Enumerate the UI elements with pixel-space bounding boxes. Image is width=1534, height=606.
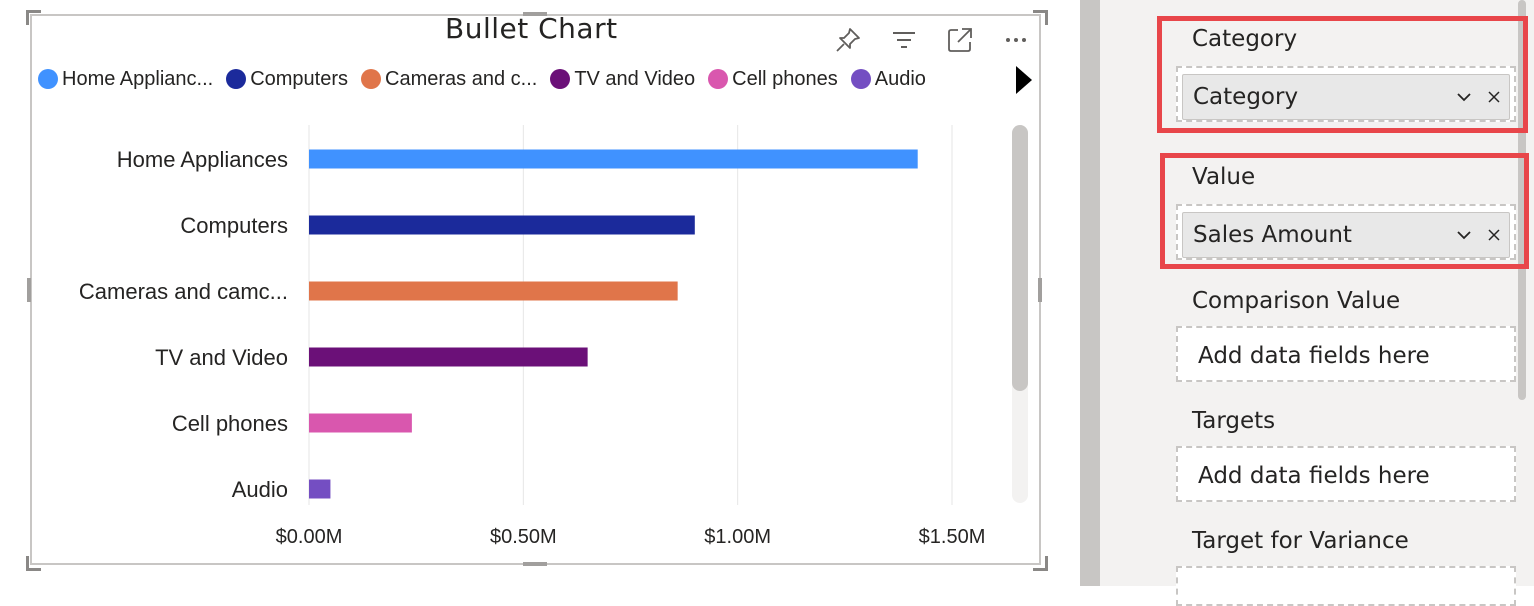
legend-color-dot	[708, 69, 729, 89]
resize-handle-right[interactable]	[1038, 278, 1042, 302]
bullet-chart-visual[interactable]	[30, 14, 1041, 565]
resize-handle-bottom[interactable]	[523, 562, 547, 566]
comparison-value-well-label: Comparison Value	[1192, 288, 1401, 314]
legend-color-dot	[850, 69, 871, 89]
category-well-label: Category	[1192, 26, 1298, 52]
chart-legend: Home Applianc... Computers Cameras and c..…	[38, 66, 939, 92]
pin-icon[interactable]	[834, 26, 862, 54]
chevron-down-icon[interactable]	[1449, 220, 1479, 250]
more-options-icon[interactable]	[1002, 26, 1030, 54]
legend-label: Cameras and c...	[385, 67, 538, 90]
target-variance-well[interactable]	[1176, 566, 1516, 606]
pane-scrollbar[interactable]	[1518, 0, 1526, 400]
legend-label: TV and Video	[574, 67, 696, 90]
legend-color-dot	[550, 69, 571, 89]
resize-handle-top[interactable]	[523, 12, 547, 16]
resize-handle-top-right[interactable]	[1033, 10, 1048, 25]
legend-label: Computers	[250, 67, 349, 90]
resize-handle-left[interactable]	[27, 278, 31, 302]
legend-color-dot	[38, 69, 58, 89]
focus-mode-icon[interactable]	[946, 26, 974, 54]
legend-color-dot	[226, 69, 247, 89]
category-field-name: Category	[1193, 84, 1299, 110]
value-field-pill[interactable]: Sales Amount	[1182, 212, 1510, 258]
remove-field-close-icon[interactable]	[1479, 220, 1509, 250]
legend-label: Audio	[874, 67, 926, 90]
chevron-down-icon[interactable]	[1449, 82, 1479, 112]
resize-handle-bottom-left[interactable]	[26, 556, 41, 571]
legend-color-dot	[361, 69, 382, 89]
pane-divider[interactable]	[1080, 0, 1100, 586]
targets-well-label: Targets	[1192, 408, 1276, 434]
legend-item[interactable]: Home Applianc...	[38, 68, 213, 91]
targets-well[interactable]	[1176, 446, 1516, 502]
legend-item[interactable]: Cell phones	[708, 68, 838, 91]
chart-title: Bullet Chart	[445, 12, 618, 45]
chart-scrollbar-thumb[interactable]	[1012, 125, 1028, 391]
value-field-name: Sales Amount	[1193, 222, 1352, 248]
category-highlight-box	[1157, 16, 1528, 133]
legend-label: Home Applianc...	[62, 67, 214, 90]
comparison-value-well[interactable]	[1176, 326, 1516, 382]
resize-handle-bottom-right[interactable]	[1033, 556, 1048, 571]
resize-handle-top-left[interactable]	[26, 10, 41, 25]
legend-item[interactable]: Cameras and c...	[361, 68, 537, 91]
target-variance-well-label: Target for Variance	[1192, 528, 1409, 554]
legend-item[interactable]: Computers	[226, 68, 348, 91]
value-well-label: Value	[1192, 164, 1256, 190]
targets-placeholder: Add data fields here	[1198, 463, 1430, 489]
remove-field-close-icon[interactable]	[1479, 82, 1509, 112]
filter-icon[interactable]	[890, 26, 918, 54]
legend-item[interactable]: Audio	[850, 67, 926, 91]
category-field-pill[interactable]: Category	[1182, 74, 1510, 120]
value-highlight-box	[1160, 153, 1529, 269]
comparison-value-placeholder: Add data fields here	[1198, 343, 1430, 369]
legend-next-arrow-icon[interactable]	[1016, 66, 1032, 94]
legend-label: Cell phones	[732, 67, 838, 90]
legend-item[interactable]: TV and Video	[550, 68, 695, 91]
